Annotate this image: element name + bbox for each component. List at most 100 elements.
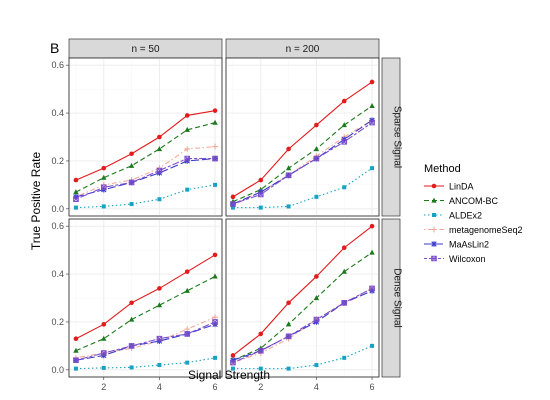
strip-row-bg — [381, 218, 401, 378]
series-line-ancom-bc — [75, 275, 216, 352]
data-point-wilcoxon — [313, 316, 320, 323]
strip-row-label: Dense Signal — [392, 268, 403, 327]
series-ancom-bc — [73, 119, 218, 195]
data-point-linda — [101, 165, 107, 171]
data-point-ancom-bc — [101, 335, 107, 341]
legend-item-wilcoxon: Wilcoxon — [424, 254, 486, 264]
data-point-linda — [369, 223, 375, 229]
series-wilcoxon — [230, 285, 375, 366]
data-point-wilcoxon — [100, 184, 107, 191]
series-aldex2 — [230, 343, 375, 371]
data-point-wilcoxon — [100, 350, 107, 356]
data-point-wilcoxon — [230, 359, 236, 366]
data-point-aldex2 — [342, 185, 347, 190]
data-point-linda — [258, 177, 264, 183]
data-point-ancom-bc — [313, 146, 320, 152]
legend-label: metagenomeSeq2 — [449, 225, 523, 235]
series-wilcoxon — [230, 119, 375, 207]
data-point-ancom-bc — [101, 174, 107, 180]
data-point-wilcoxon — [212, 319, 218, 325]
data-point-ancom-bc — [184, 126, 190, 132]
plot-area: n = 50 n = 200 Sparse Signal Dense Signal 0.… — [51, 38, 403, 392]
data-point-linda — [129, 151, 134, 157]
series-line-maaslin2 — [75, 158, 216, 198]
data-point-ancom-bc — [212, 119, 218, 125]
data-point-aldex2 — [129, 365, 134, 370]
series-line-aldex2 — [232, 167, 373, 209]
data-point-aldex2 — [258, 366, 263, 371]
data-point-ancom-bc — [212, 273, 218, 279]
legend-label: MaAsLin2 — [449, 239, 489, 249]
x-tick-label: 2 — [258, 382, 263, 392]
legend-item-metagenomeseq2: metagenomeSeq2 — [424, 225, 523, 235]
data-point-wilcoxon — [313, 155, 320, 162]
data-point-linda — [286, 300, 291, 306]
data-point-linda — [73, 336, 79, 341]
series-line-metagenomeseq2 — [75, 146, 216, 198]
y-tick-label: 0.2 — [51, 156, 64, 166]
x-tick-label: 6 — [370, 382, 375, 392]
data-point-ancom-bc — [313, 295, 320, 301]
data-point-linda — [184, 269, 190, 274]
data-point-metagenomeseq2 — [184, 326, 191, 333]
data-point-wilcoxon — [369, 119, 375, 126]
data-point-ancom-bc — [341, 122, 347, 128]
y-tick-label: 0.2 — [51, 317, 64, 327]
legend-key-marker — [431, 183, 437, 189]
data-point-aldex2 — [342, 355, 347, 360]
series-line-linda — [232, 225, 373, 356]
legend-label: ANCOM-BC — [449, 196, 498, 206]
data-point-wilcoxon — [285, 172, 292, 179]
series-wilcoxon — [73, 155, 218, 203]
data-point-wilcoxon — [73, 196, 79, 203]
data-point-aldex2 — [370, 166, 375, 171]
data-point-ancom-bc — [128, 316, 135, 322]
series-aldex2 — [73, 182, 218, 210]
panel-r2-c1: 0.0 0.2 0.4 0.6 2 4 6 — [51, 218, 223, 392]
data-point-aldex2 — [101, 204, 106, 209]
data-point-ancom-bc — [128, 162, 135, 168]
y-tick-label: 0.6 — [51, 60, 64, 70]
legend-key-marker — [431, 226, 437, 233]
panel-border — [225, 218, 380, 378]
legend-label: Wilcoxon — [449, 254, 486, 264]
data-point-aldex2 — [73, 366, 78, 371]
series-line-ancom-bc — [75, 122, 216, 193]
panel-border — [68, 218, 223, 378]
data-point-ancom-bc — [73, 347, 79, 353]
data-point-wilcoxon — [73, 357, 79, 364]
data-point-aldex2 — [286, 366, 291, 371]
data-point-wilcoxon — [128, 179, 135, 186]
strip-row-2: Dense Signal — [381, 218, 403, 378]
series-line-linda — [232, 81, 373, 198]
strip-col-label: n = 200 — [286, 44, 320, 55]
y-tick-label: 0.6 — [51, 221, 64, 231]
x-tick-label: 4 — [157, 382, 162, 392]
legend-title: Method — [424, 163, 461, 175]
data-point-wilcoxon — [257, 347, 264, 354]
data-point-linda — [286, 146, 291, 152]
data-point-aldex2 — [213, 355, 218, 360]
x-axis-title: Signal Strength — [188, 368, 270, 382]
data-point-linda — [212, 252, 218, 258]
data-point-aldex2 — [157, 197, 162, 202]
legend-item-linda: LinDA — [424, 181, 474, 191]
data-point-linda — [314, 274, 319, 279]
legend-key-marker — [431, 255, 437, 262]
data-point-linda — [129, 300, 134, 306]
data-point-aldex2 — [230, 366, 235, 371]
strip-col-1: n = 50 — [68, 38, 223, 59]
data-point-metagenomeseq2 — [184, 146, 191, 152]
series-wilcoxon — [73, 319, 218, 364]
data-point-ancom-bc — [156, 146, 163, 152]
data-point-wilcoxon — [184, 155, 191, 162]
x-tick-label: 4 — [314, 382, 319, 392]
legend: Method LinDA ANCOM-BC ALDEx2 metagenomeSeq2… — [424, 163, 523, 264]
series-ancom-bc — [230, 102, 375, 204]
series-ancom-bc — [73, 273, 218, 353]
series-line-ancom-bc — [232, 252, 373, 361]
data-point-linda — [369, 79, 375, 85]
series-line-wilcoxon — [232, 122, 373, 205]
legend-key-marker — [431, 197, 437, 203]
